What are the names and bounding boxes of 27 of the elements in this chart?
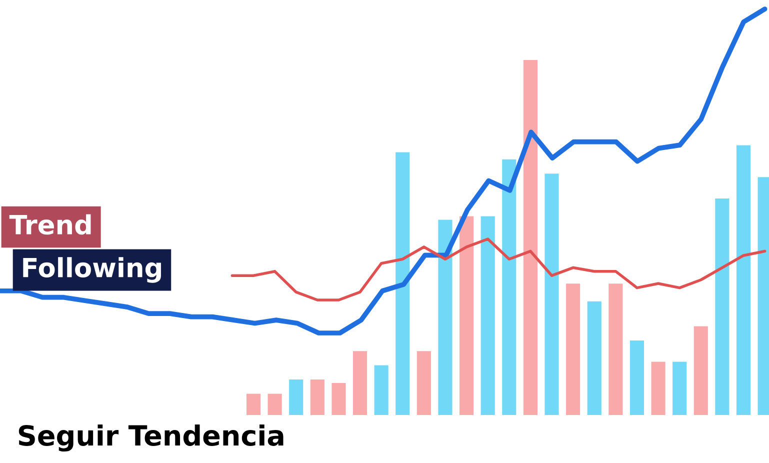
annotation: Following xyxy=(23,257,161,283)
bar xyxy=(246,394,261,415)
bar xyxy=(587,301,602,415)
bar xyxy=(694,326,708,415)
text: Seguir Tendencia xyxy=(18,424,284,452)
bar xyxy=(396,152,410,415)
bar xyxy=(736,145,751,415)
bar xyxy=(566,284,580,415)
annotation: Trend xyxy=(9,214,91,235)
bar xyxy=(332,383,346,415)
bar xyxy=(438,220,452,415)
bar xyxy=(544,174,559,415)
bar xyxy=(715,198,730,415)
bar xyxy=(608,284,623,415)
bar xyxy=(651,362,666,415)
bar xyxy=(502,159,516,415)
bar xyxy=(268,394,282,415)
bar xyxy=(523,60,538,415)
bar xyxy=(310,380,324,415)
bar xyxy=(289,380,304,415)
bar xyxy=(374,365,388,415)
bar xyxy=(460,216,474,415)
bar xyxy=(352,351,368,415)
bar xyxy=(672,362,687,415)
bar xyxy=(630,340,644,415)
bar xyxy=(480,216,495,415)
bar xyxy=(416,351,431,415)
